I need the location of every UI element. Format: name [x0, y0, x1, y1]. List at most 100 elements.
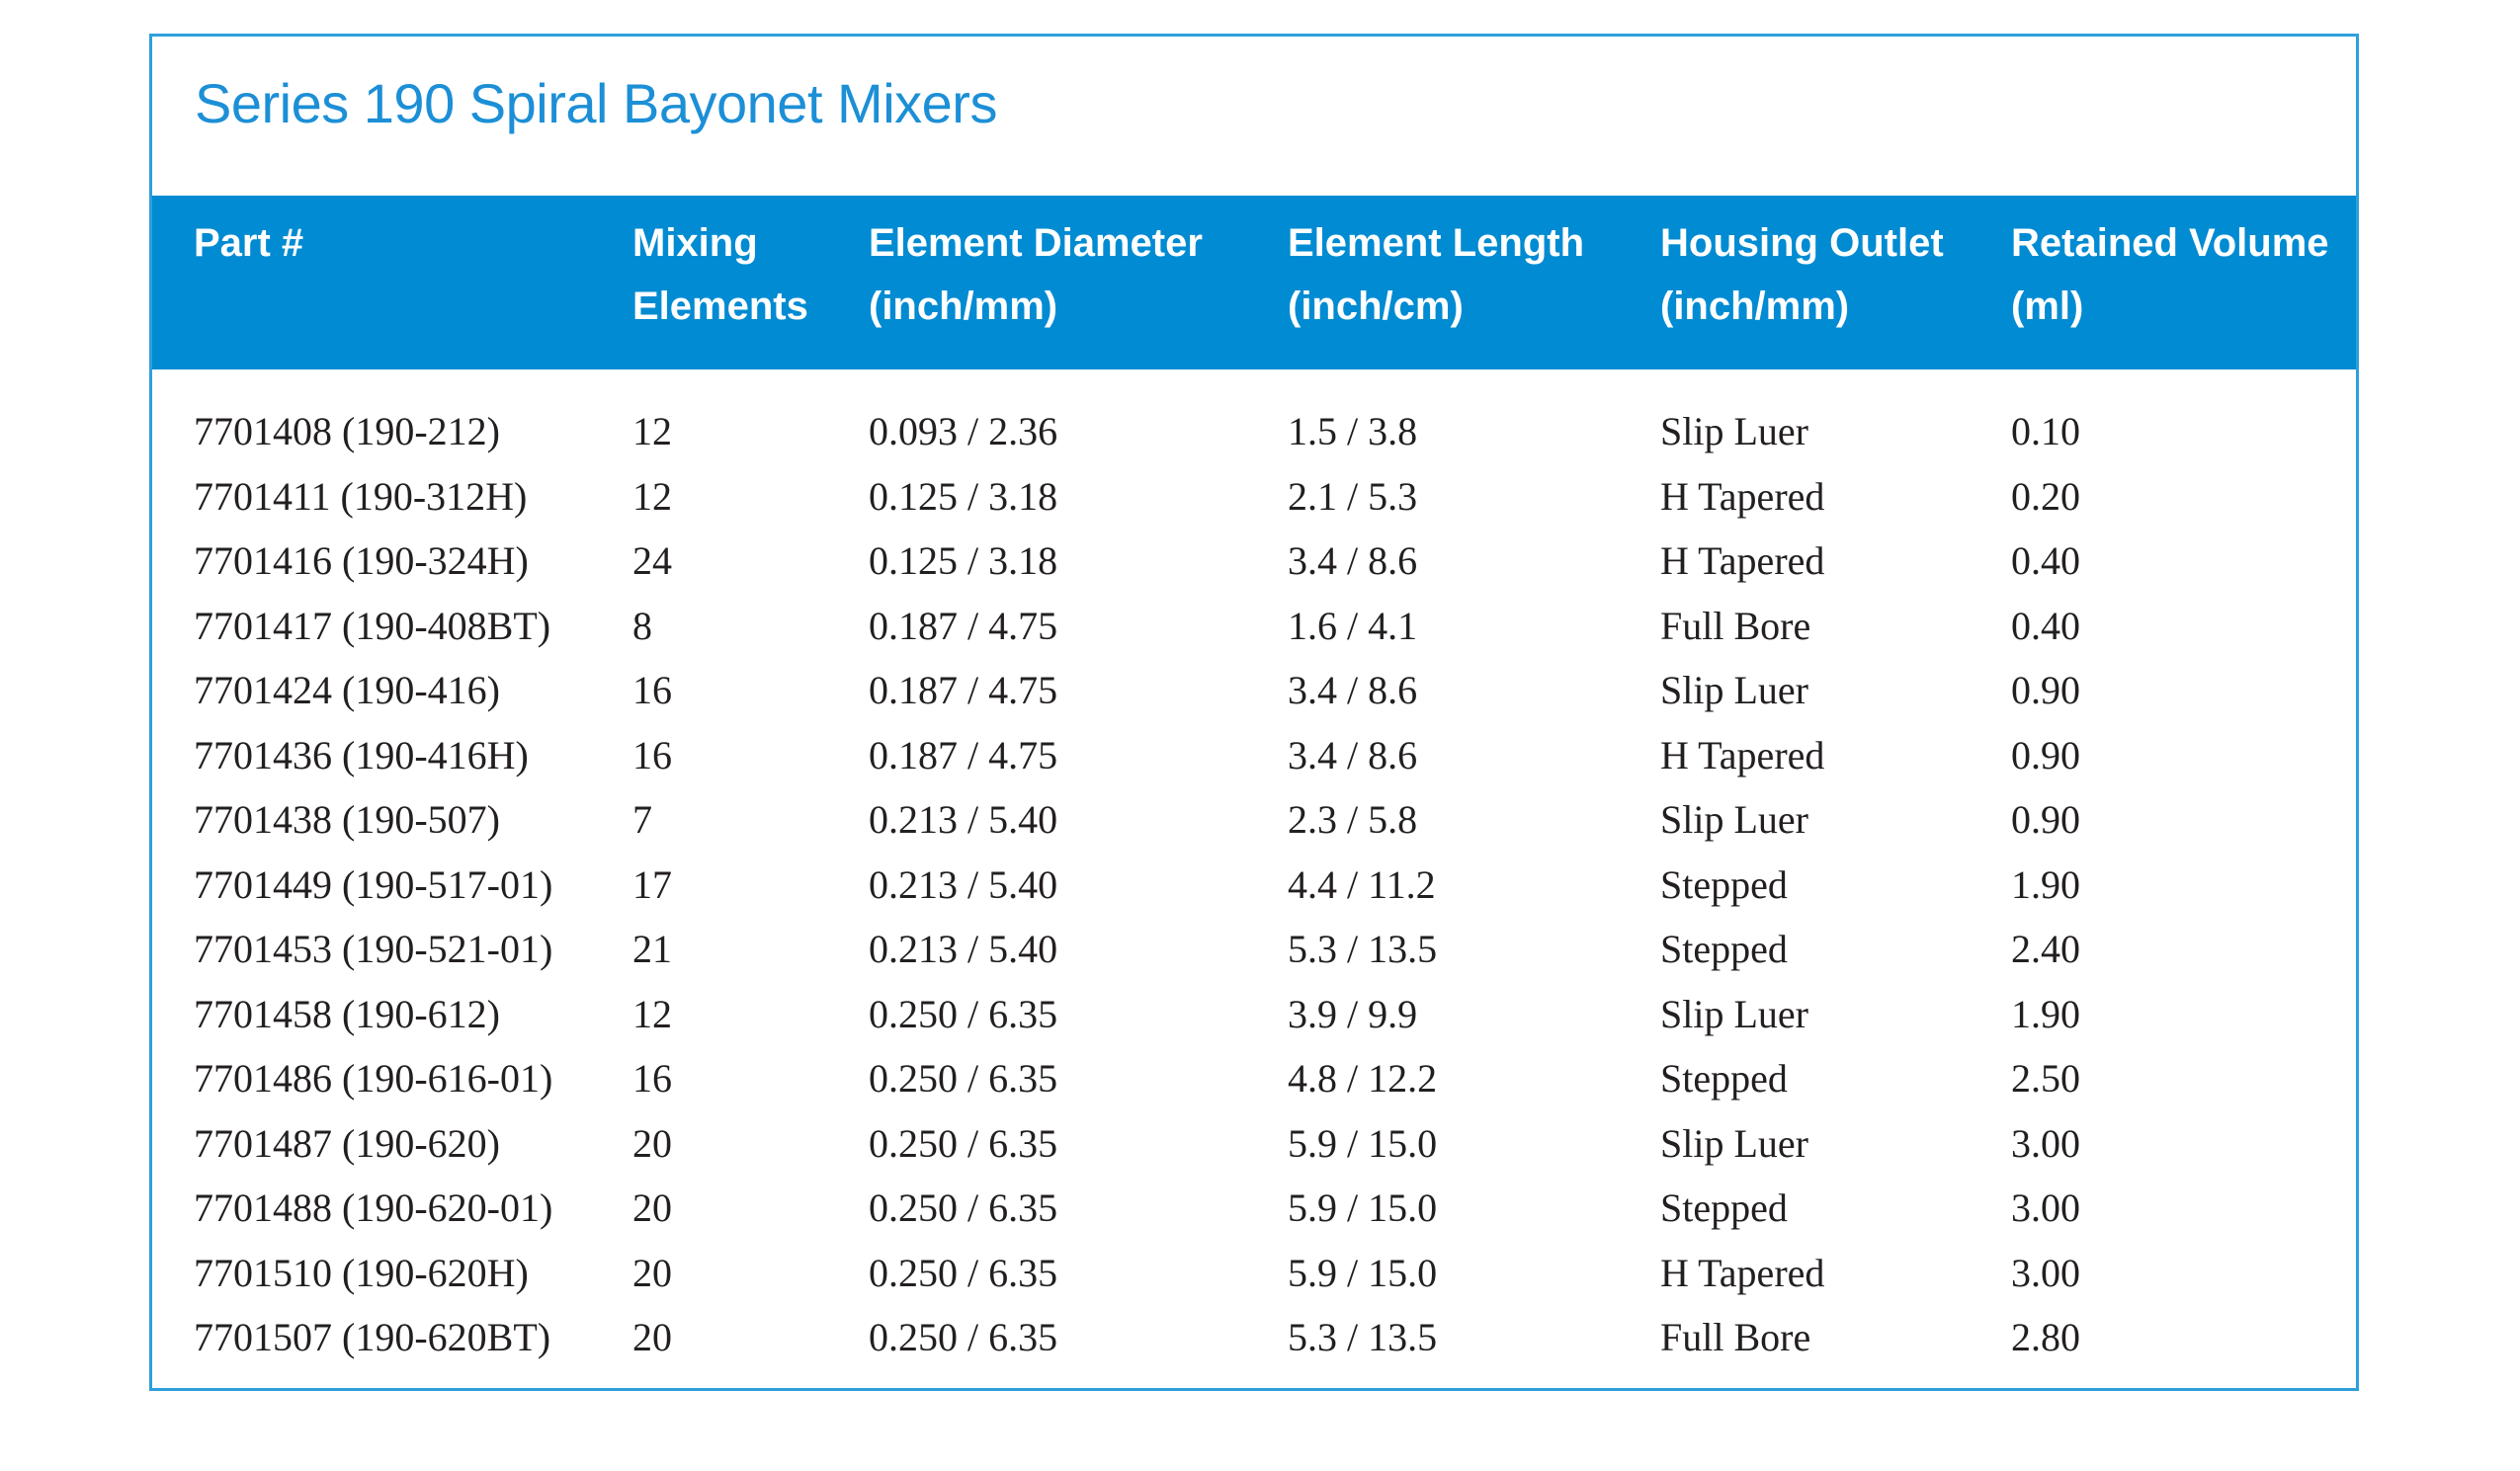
element-length-cell: 1.5 / 3.8 — [1288, 409, 1418, 453]
retained-volume-cell: 1.90 — [2011, 861, 2080, 907]
mixing-elements-cell: 8 — [632, 603, 652, 648]
header-line: (inch/mm) — [1660, 285, 1850, 328]
element-length-cell: 5.9 / 15.0 — [1288, 1120, 1438, 1166]
element-diameter-cell: 0.213 / 5.40 — [869, 861, 1058, 907]
table-row: 7701411 (190-312H) 12 0.125 / 3.18 2.1 / 5.… — [152, 464, 2356, 530]
part-number-cell: 7701424 (190-416) — [194, 668, 500, 712]
table-row: 7701438 (190-507) 7 0.213 / 5.40 2.3 / 5.8 S… — [152, 787, 2356, 853]
mixing-elements-cell: 12 — [632, 991, 672, 1036]
part-number-cell: 7701416 (190-324H) — [194, 538, 529, 583]
retained-volume-cell: 0.90 — [2011, 797, 2080, 842]
header-mixing-elements: Mixing Elements — [632, 211, 808, 338]
mixer-table-panel: Series 190 Spiral Bayonet Mixers Part # … — [149, 34, 2359, 1391]
table-row: 7701458 (190-612) 12 0.250 / 6.35 3.9 / 9.9… — [152, 982, 2356, 1047]
element-length-cell: 3.9 / 9.9 — [1288, 991, 1418, 1036]
housing-outlet-cell: H Tapered — [1660, 538, 1825, 583]
element-diameter-cell: 0.187 / 4.75 — [869, 732, 1058, 777]
part-number-cell: 7701411 (190-312H) — [194, 473, 528, 519]
table-row: 7701449 (190-517-01) 17 0.213 / 5.40 4.4 / … — [152, 853, 2356, 918]
element-length-cell: 2.3 / 5.8 — [1288, 797, 1418, 842]
part-number-cell: 7701453 (190-521-01) — [194, 927, 553, 971]
header-line: Element Length — [1288, 221, 1585, 265]
element-diameter-cell: 0.187 / 4.75 — [869, 603, 1058, 648]
housing-outlet-cell: Stepped — [1660, 1185, 1788, 1230]
housing-outlet-cell: Slip Luer — [1660, 1120, 1808, 1166]
element-diameter-cell: 0.213 / 5.40 — [869, 927, 1058, 971]
housing-outlet-cell: H Tapered — [1660, 1250, 1825, 1295]
retained-volume-cell: 0.20 — [2011, 473, 2080, 519]
mixing-elements-cell: 16 — [632, 732, 672, 777]
element-length-cell: 1.6 / 4.1 — [1288, 603, 1418, 648]
housing-outlet-cell: Stepped — [1660, 1056, 1788, 1101]
header-line: Mixing — [632, 221, 758, 265]
housing-outlet-cell: Slip Luer — [1660, 409, 1808, 453]
element-diameter-cell: 0.250 / 6.35 — [869, 1056, 1058, 1101]
part-number-cell: 7701408 (190-212) — [194, 409, 500, 453]
table-body: 7701408 (190-212) 12 0.093 / 2.36 1.5 / 3.8… — [152, 399, 2356, 1370]
housing-outlet-cell: Full Bore — [1660, 603, 1811, 648]
element-length-cell: 5.3 / 13.5 — [1288, 1315, 1438, 1359]
mixing-elements-cell: 20 — [632, 1185, 672, 1230]
element-length-cell: 3.4 / 8.6 — [1288, 668, 1418, 712]
header-element-diameter: Element Diameter (inch/mm) — [869, 211, 1203, 338]
table-row: 7701416 (190-324H) 24 0.125 / 3.18 3.4 / 8.… — [152, 529, 2356, 594]
table-row: 7701487 (190-620) 20 0.250 / 6.35 5.9 / 15.… — [152, 1111, 2356, 1177]
element-length-cell: 5.9 / 15.0 — [1288, 1185, 1438, 1230]
header-line: Retained Volume — [2011, 221, 2329, 265]
header-line: (ml) — [2011, 285, 2084, 328]
housing-outlet-cell: Slip Luer — [1660, 668, 1808, 712]
housing-outlet-cell: Slip Luer — [1660, 797, 1808, 842]
retained-volume-cell: 1.90 — [2011, 991, 2080, 1036]
part-number-cell: 7701487 (190-620) — [194, 1120, 500, 1166]
element-diameter-cell: 0.250 / 6.35 — [869, 1250, 1058, 1295]
mixing-elements-cell: 12 — [632, 409, 672, 453]
table-row: 7701417 (190-408BT) 8 0.187 / 4.75 1.6 / 4.… — [152, 594, 2356, 659]
header-line: Part # — [194, 221, 304, 265]
header-part-number: Part # — [194, 211, 303, 275]
element-diameter-cell: 0.250 / 6.35 — [869, 1185, 1058, 1230]
mixing-elements-cell: 20 — [632, 1250, 672, 1295]
part-number-cell: 7701507 (190-620BT) — [194, 1315, 551, 1359]
table-row: 7701408 (190-212) 12 0.093 / 2.36 1.5 / 3.8… — [152, 399, 2356, 464]
header-element-length: Element Length (inch/cm) — [1288, 211, 1584, 338]
table-row: 7701436 (190-416H) 16 0.187 / 4.75 3.4 / 8.… — [152, 723, 2356, 788]
element-diameter-cell: 0.125 / 3.18 — [869, 473, 1058, 519]
header-retained-volume: Retained Volume (ml) — [2011, 211, 2329, 338]
table-row: 7701510 (190-620H) 20 0.250 / 6.35 5.9 / 15… — [152, 1241, 2356, 1306]
table-row: 7701507 (190-620BT) 20 0.250 / 6.35 5.3 / 1… — [152, 1305, 2356, 1370]
element-length-cell: 2.1 / 5.3 — [1288, 473, 1418, 519]
housing-outlet-cell: H Tapered — [1660, 473, 1825, 519]
table-header: Part # Mixing Elements Element Diameter … — [152, 196, 2356, 369]
element-diameter-cell: 0.250 / 6.35 — [869, 1315, 1058, 1359]
part-number-cell: 7701458 (190-612) — [194, 991, 500, 1036]
housing-outlet-cell: H Tapered — [1660, 732, 1825, 777]
element-diameter-cell: 0.125 / 3.18 — [869, 538, 1058, 583]
element-length-cell: 3.4 / 8.6 — [1288, 732, 1418, 777]
retained-volume-cell: 2.50 — [2011, 1056, 2080, 1101]
mixing-elements-cell: 17 — [632, 861, 672, 907]
header-line: Housing Outlet — [1660, 221, 1944, 265]
housing-outlet-cell: Slip Luer — [1660, 991, 1808, 1036]
retained-volume-cell: 2.80 — [2011, 1315, 2080, 1359]
mixing-elements-cell: 21 — [632, 927, 672, 971]
element-diameter-cell: 0.187 / 4.75 — [869, 668, 1058, 712]
part-number-cell: 7701449 (190-517-01) — [194, 861, 553, 907]
table-row: 7701453 (190-521-01) 21 0.213 / 5.40 5.3 / … — [152, 917, 2356, 982]
mixing-elements-cell: 16 — [632, 668, 672, 712]
part-number-cell: 7701486 (190-616-01) — [194, 1056, 553, 1101]
mixing-elements-cell: 12 — [632, 473, 672, 519]
retained-volume-cell: 0.40 — [2011, 538, 2080, 583]
element-length-cell: 5.9 / 15.0 — [1288, 1250, 1438, 1295]
housing-outlet-cell: Full Bore — [1660, 1315, 1811, 1359]
retained-volume-cell: 3.00 — [2011, 1250, 2080, 1295]
mixing-elements-cell: 7 — [632, 797, 652, 842]
retained-volume-cell: 0.90 — [2011, 668, 2080, 712]
retained-volume-cell: 2.40 — [2011, 927, 2080, 971]
element-length-cell: 4.8 / 12.2 — [1288, 1056, 1438, 1101]
element-length-cell: 5.3 / 13.5 — [1288, 927, 1438, 971]
retained-volume-cell: 0.40 — [2011, 603, 2080, 648]
table-row: 7701488 (190-620-01) 20 0.250 / 6.35 5.9 / … — [152, 1176, 2356, 1241]
element-length-cell: 4.4 / 11.2 — [1288, 861, 1436, 907]
table-title: Series 190 Spiral Bayonet Mixers — [195, 72, 997, 134]
mixing-elements-cell: 24 — [632, 538, 672, 583]
